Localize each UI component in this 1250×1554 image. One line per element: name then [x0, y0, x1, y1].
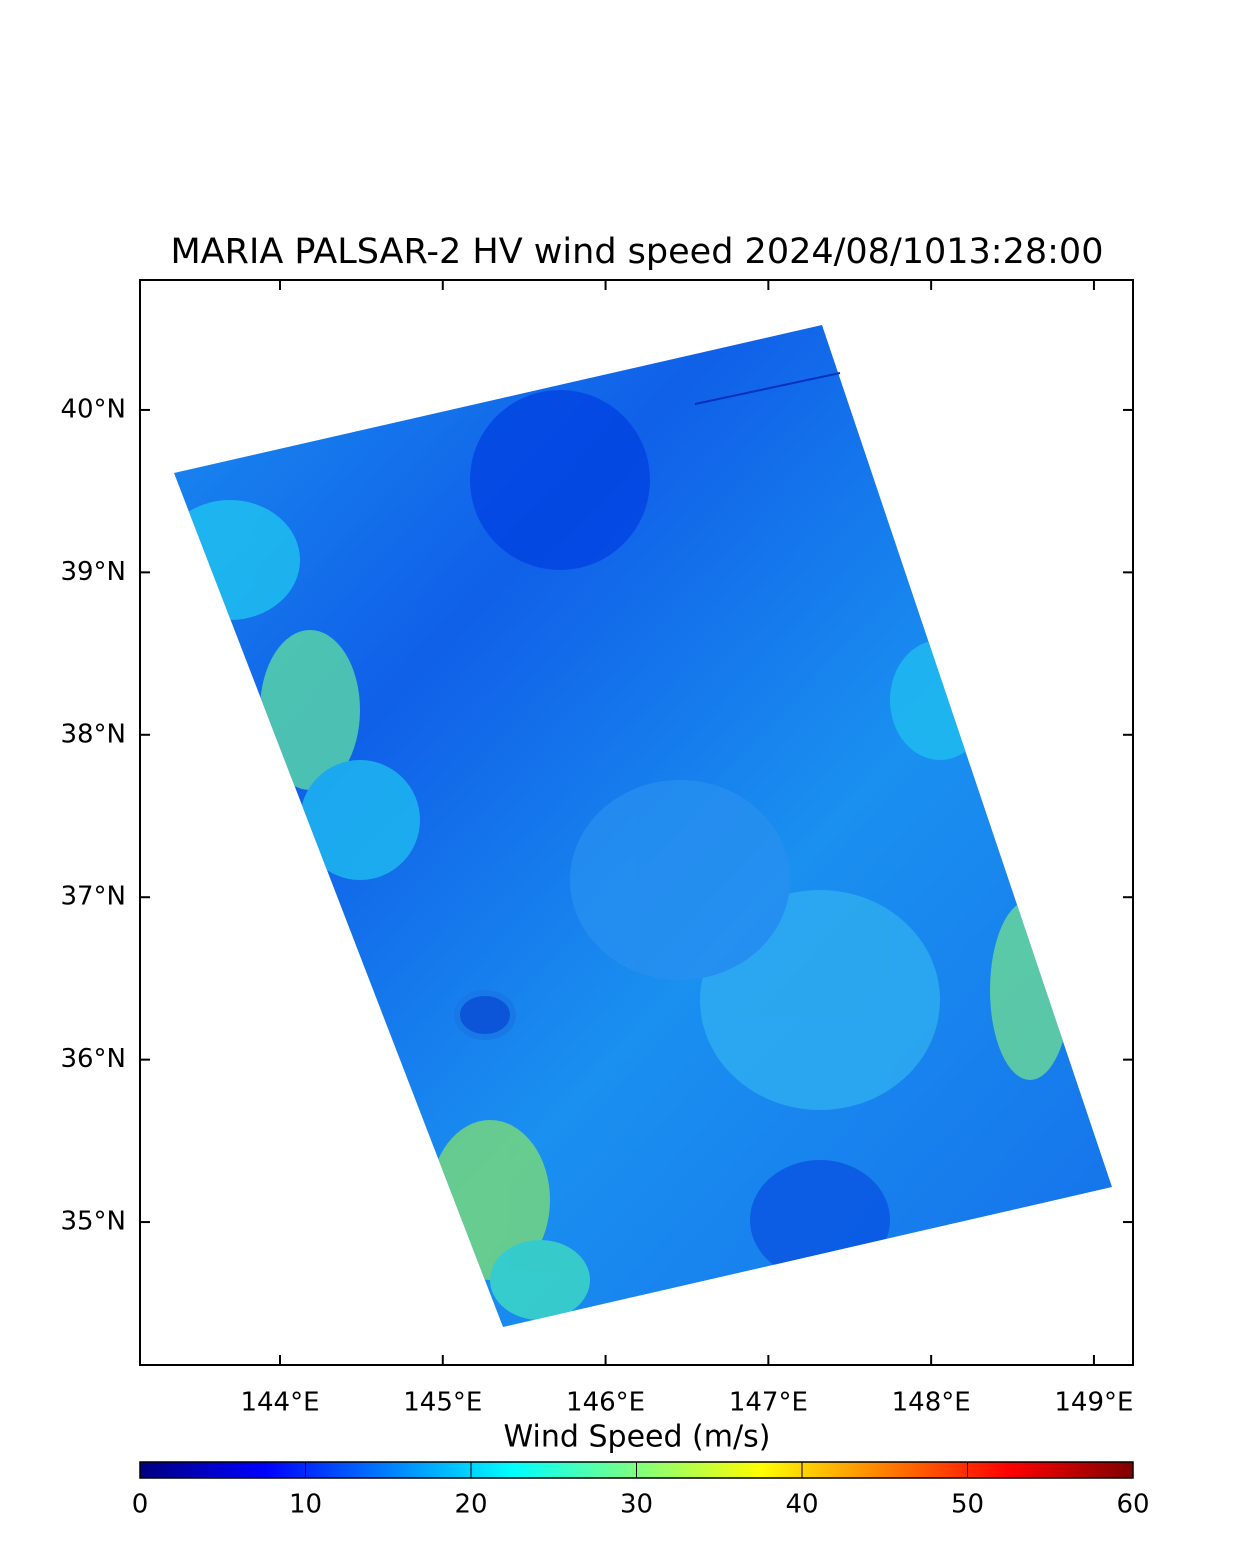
y-tick-label: 38°N: [60, 719, 126, 749]
chart-title: MARIA PALSAR-2 HV wind speed 2024/08/101…: [171, 232, 1104, 272]
y-tick-label: 39°N: [60, 557, 126, 587]
colorbar-tick-label: 10: [289, 1490, 322, 1520]
x-tick-label: 146°E: [566, 1388, 645, 1418]
y-tick-label: 36°N: [60, 1044, 126, 1074]
swath-image: [174, 325, 1112, 1327]
y-tick-label: 37°N: [60, 882, 126, 912]
plot-frame: [139, 279, 1134, 1366]
colorbar-tick-label: 40: [785, 1490, 818, 1520]
x-tick-label: 144°E: [240, 1388, 319, 1418]
colorbar-tick-label: 20: [454, 1490, 487, 1520]
x-tick-label: 148°E: [892, 1388, 971, 1418]
x-tick-label: 147°E: [729, 1388, 808, 1418]
colorbar-tick-label: 0: [132, 1490, 149, 1520]
y-tick-label: 35°N: [60, 1207, 126, 1237]
colorbar-label: Wind Speed (m/s): [504, 1420, 771, 1455]
colorbar-tick-label: 50: [951, 1490, 984, 1520]
x-tick-label: 149°E: [1054, 1388, 1133, 1418]
y-tick-label: 40°N: [60, 394, 126, 424]
colorbar-tick-label: 30: [620, 1490, 653, 1520]
x-tick-label: 145°E: [403, 1388, 482, 1418]
colorbar-tick-label: 60: [1116, 1490, 1149, 1520]
